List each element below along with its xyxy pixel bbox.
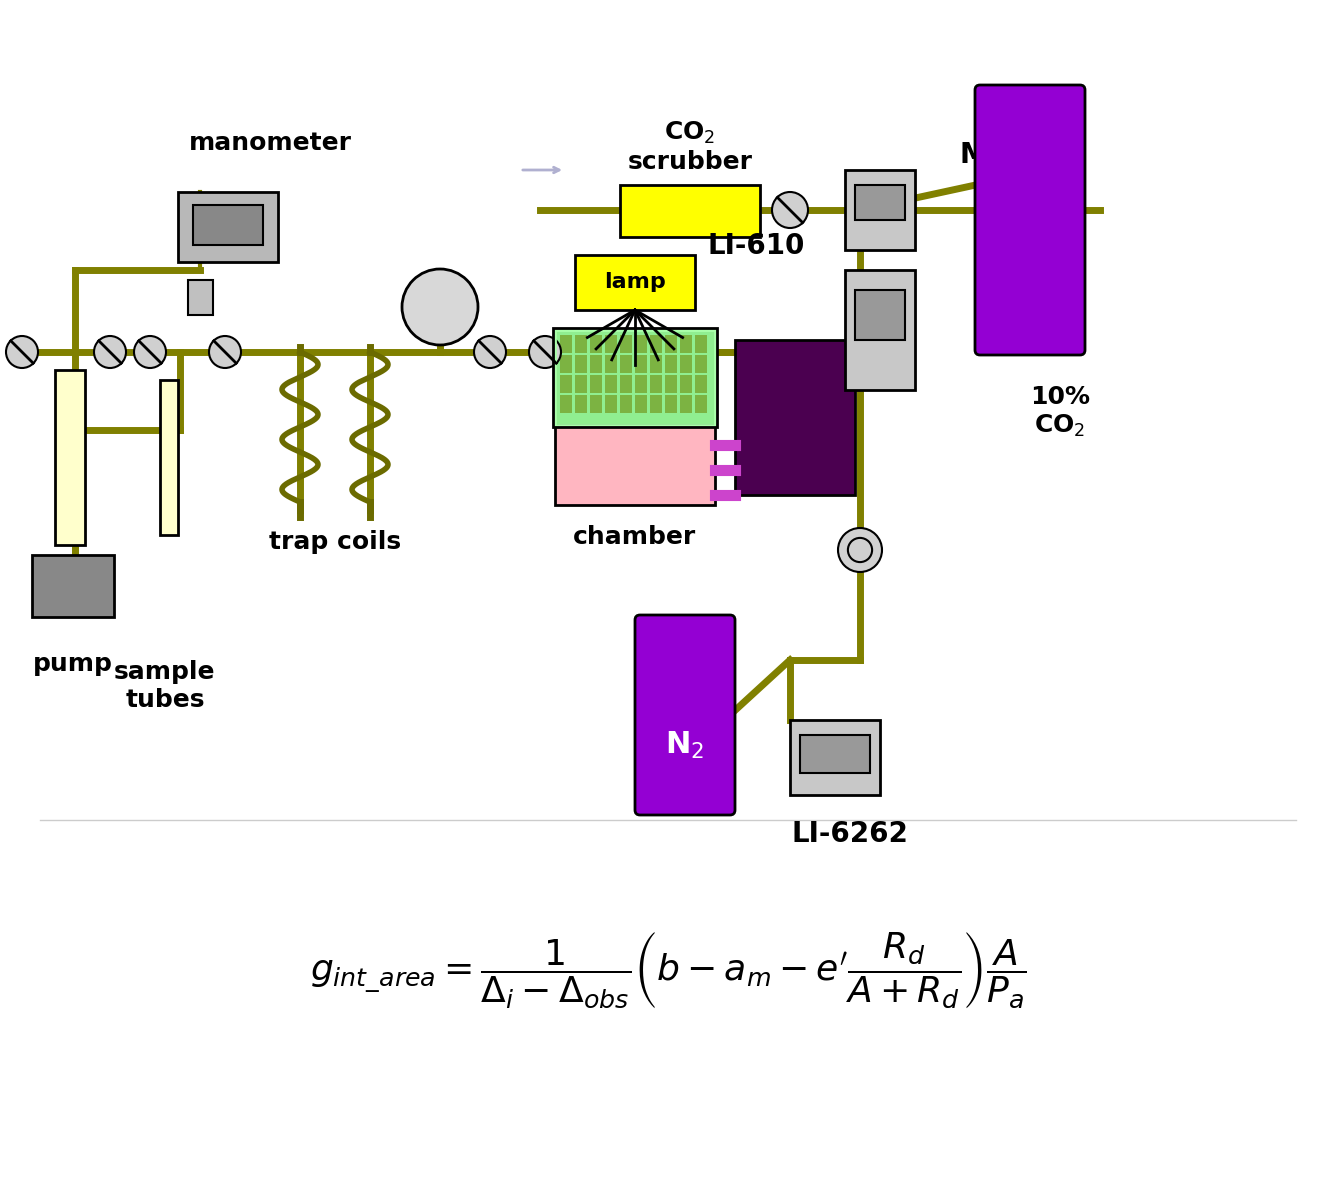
Circle shape bbox=[838, 528, 882, 572]
Text: pump: pump bbox=[33, 652, 114, 676]
Bar bbox=[605, 356, 617, 373]
Bar bbox=[981, 140, 1079, 350]
Bar bbox=[620, 186, 760, 237]
Bar bbox=[591, 395, 603, 413]
Text: CO$_2$
scrubber: CO$_2$ scrubber bbox=[628, 120, 752, 174]
Text: manometer: manometer bbox=[188, 130, 351, 154]
Bar bbox=[695, 395, 707, 413]
Bar bbox=[635, 375, 647, 393]
Bar bbox=[855, 290, 904, 340]
Bar bbox=[735, 340, 855, 496]
Bar bbox=[635, 395, 647, 413]
Text: trap coils: trap coils bbox=[269, 530, 401, 554]
Bar bbox=[665, 395, 677, 413]
Bar bbox=[651, 375, 663, 393]
Bar bbox=[844, 170, 915, 250]
Bar bbox=[680, 356, 692, 373]
Bar bbox=[560, 356, 572, 373]
Bar bbox=[620, 375, 632, 393]
Bar bbox=[32, 555, 114, 616]
Bar bbox=[1010, 90, 1050, 140]
Text: sample
tubes: sample tubes bbox=[115, 660, 215, 712]
Bar bbox=[790, 721, 880, 795]
Bar bbox=[635, 335, 647, 353]
Bar bbox=[574, 335, 587, 353]
Text: LI-610: LI-610 bbox=[708, 232, 806, 260]
Bar bbox=[605, 335, 617, 353]
Text: N$_2$: N$_2$ bbox=[665, 729, 704, 760]
Bar bbox=[695, 356, 707, 373]
Bar bbox=[591, 335, 603, 353]
Bar bbox=[651, 356, 663, 373]
Bar bbox=[680, 395, 692, 413]
FancyBboxPatch shape bbox=[635, 615, 735, 815]
Circle shape bbox=[5, 336, 37, 367]
Bar bbox=[574, 255, 695, 310]
Circle shape bbox=[848, 537, 872, 563]
Circle shape bbox=[529, 336, 561, 367]
Bar bbox=[553, 328, 717, 427]
Bar bbox=[554, 330, 715, 425]
Bar bbox=[591, 375, 603, 393]
Circle shape bbox=[402, 269, 478, 345]
Bar bbox=[160, 379, 178, 535]
Bar bbox=[844, 271, 915, 390]
Bar bbox=[178, 192, 278, 262]
Bar bbox=[695, 375, 707, 393]
Bar bbox=[635, 356, 647, 373]
Bar bbox=[651, 395, 663, 413]
Bar bbox=[680, 375, 692, 393]
Bar bbox=[651, 335, 663, 353]
Text: 10%
CO$_2$: 10% CO$_2$ bbox=[1030, 385, 1090, 439]
Text: $g_{int\_area} = \dfrac{1}{\Delta_i - \Delta_{obs}} \left(b - a_m - e^{\prime} \: $g_{int\_area} = \dfrac{1}{\Delta_i - \D… bbox=[310, 930, 1026, 1010]
Bar bbox=[560, 395, 572, 413]
Bar bbox=[605, 395, 617, 413]
Circle shape bbox=[94, 336, 126, 367]
Circle shape bbox=[772, 192, 808, 227]
Bar bbox=[192, 205, 263, 245]
Bar bbox=[665, 375, 677, 393]
FancyBboxPatch shape bbox=[975, 85, 1085, 356]
Bar bbox=[591, 356, 603, 373]
Bar bbox=[620, 335, 632, 353]
Bar bbox=[665, 356, 677, 373]
Bar bbox=[665, 335, 677, 353]
Text: chamber: chamber bbox=[573, 525, 696, 549]
Bar bbox=[620, 395, 632, 413]
Bar bbox=[605, 375, 617, 393]
Bar bbox=[680, 335, 692, 353]
Bar bbox=[574, 375, 587, 393]
Text: MFC: MFC bbox=[961, 141, 1027, 169]
Text: lamp: lamp bbox=[604, 273, 665, 292]
Bar bbox=[55, 370, 86, 545]
Bar bbox=[574, 395, 587, 413]
Circle shape bbox=[134, 336, 166, 367]
Bar bbox=[695, 335, 707, 353]
Bar bbox=[855, 186, 904, 220]
Bar bbox=[620, 356, 632, 373]
Bar bbox=[188, 280, 212, 315]
Bar bbox=[554, 330, 715, 425]
Bar bbox=[560, 375, 572, 393]
Circle shape bbox=[208, 336, 240, 367]
Bar bbox=[560, 335, 572, 353]
Text: LI-6262: LI-6262 bbox=[791, 820, 908, 847]
Bar bbox=[554, 425, 715, 505]
Bar bbox=[574, 356, 587, 373]
Circle shape bbox=[474, 336, 506, 367]
Bar bbox=[800, 735, 870, 773]
